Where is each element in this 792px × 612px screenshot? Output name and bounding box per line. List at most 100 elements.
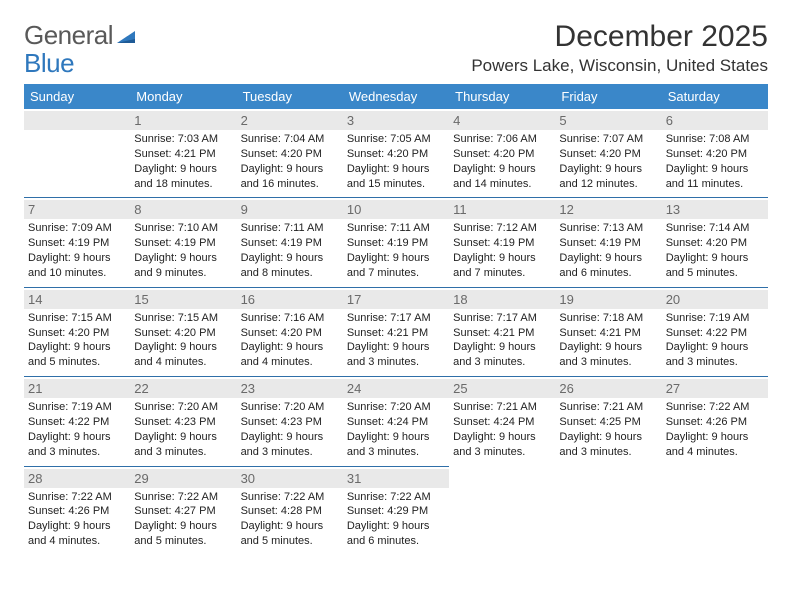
day-number: 12 (555, 200, 661, 219)
calendar-day-cell: 24Sunrise: 7:20 AMSunset: 4:24 PMDayligh… (343, 377, 449, 466)
sunset-line: Sunset: 4:21 PM (347, 326, 445, 341)
calendar-day-cell: 20Sunrise: 7:19 AMSunset: 4:22 PMDayligh… (662, 287, 768, 376)
day-number: 5 (555, 111, 661, 130)
sunrise-line: Sunrise: 7:04 AM (241, 132, 339, 147)
day-number: 3 (343, 111, 449, 130)
day-info: Sunrise: 7:16 AMSunset: 4:20 PMDaylight:… (241, 311, 339, 370)
daylight-line: Daylight: 9 hours and 6 minutes. (559, 251, 657, 281)
day-info: Sunrise: 7:21 AMSunset: 4:24 PMDaylight:… (453, 400, 551, 459)
daylight-line: Daylight: 9 hours and 4 minutes. (28, 519, 126, 549)
calendar-day-cell: 7 Sunrise: 7:09 AMSunset: 4:19 PMDaylight… (24, 198, 130, 287)
daylight-line: Daylight: 9 hours and 11 minutes. (666, 162, 764, 192)
sunrise-line: Sunrise: 7:10 AM (134, 221, 232, 236)
calendar-day-cell: 6Sunrise: 7:08 AMSunset: 4:20 PMDaylight… (662, 109, 768, 198)
calendar-day-cell: 21 Sunrise: 7:19 AMSunset: 4:22 PMDayligh… (24, 377, 130, 466)
day-info: Sunrise: 7:05 AMSunset: 4:20 PMDaylight:… (347, 132, 445, 191)
sunrise-line: Sunrise: 7:13 AM (559, 221, 657, 236)
sunrise-line: Sunrise: 7:20 AM (241, 400, 339, 415)
daylight-line: Daylight: 9 hours and 18 minutes. (134, 162, 232, 192)
logo-text-blue: Blue (24, 48, 74, 79)
day-info: Sunrise: 7:19 AMSunset: 4:22 PMDaylight:… (28, 400, 126, 459)
location-subtitle: Powers Lake, Wisconsin, United States (471, 56, 768, 76)
sunrise-line: Sunrise: 7:20 AM (347, 400, 445, 415)
weekday-header: Friday (555, 84, 661, 109)
sunrise-line: Sunrise: 7:17 AM (453, 311, 551, 326)
daylight-line: Daylight: 9 hours and 3 minutes. (453, 430, 551, 460)
calendar-day-cell: 2Sunrise: 7:04 AMSunset: 4:20 PMDaylight… (237, 109, 343, 198)
sunrise-line: Sunrise: 7:12 AM (453, 221, 551, 236)
sunrise-line: Sunrise: 7:09 AM (28, 221, 126, 236)
calendar-table: SundayMondayTuesdayWednesdayThursdayFrid… (24, 84, 768, 555)
sunset-line: Sunset: 4:19 PM (347, 236, 445, 251)
sunset-line: Sunset: 4:19 PM (559, 236, 657, 251)
daylight-line: Daylight: 9 hours and 3 minutes. (666, 340, 764, 370)
day-info: Sunrise: 7:22 AMSunset: 4:27 PMDaylight:… (134, 490, 232, 549)
month-title: December 2025 (471, 20, 768, 54)
sunrise-line: Sunrise: 7:22 AM (347, 490, 445, 505)
day-number: 17 (343, 290, 449, 309)
day-number: 26 (555, 379, 661, 398)
day-number: 23 (237, 379, 343, 398)
calendar-day-cell: 23Sunrise: 7:20 AMSunset: 4:23 PMDayligh… (237, 377, 343, 466)
day-info: Sunrise: 7:22 AMSunset: 4:29 PMDaylight:… (347, 490, 445, 549)
sunrise-line: Sunrise: 7:08 AM (666, 132, 764, 147)
daylight-line: Daylight: 9 hours and 3 minutes. (241, 430, 339, 460)
daylight-line: Daylight: 9 hours and 7 minutes. (453, 251, 551, 281)
daylight-line: Daylight: 9 hours and 3 minutes. (559, 430, 657, 460)
calendar-day-cell: 10Sunrise: 7:11 AMSunset: 4:19 PMDayligh… (343, 198, 449, 287)
weekday-header: Monday (130, 84, 236, 109)
sunset-line: Sunset: 4:21 PM (453, 326, 551, 341)
calendar-empty-cell (555, 466, 661, 555)
calendar-day-cell: 12 Sunrise: 7:13 AMSunset: 4:19 PMDayligh… (555, 198, 661, 287)
sunrise-line: Sunrise: 7:17 AM (347, 311, 445, 326)
daylight-line: Daylight: 9 hours and 3 minutes. (347, 430, 445, 460)
daylight-line: Daylight: 9 hours and 5 minutes. (666, 251, 764, 281)
calendar-day-cell: 31 Sunrise: 7:22 AMSunset: 4:29 PMDayligh… (343, 466, 449, 555)
sunset-line: Sunset: 4:23 PM (134, 415, 232, 430)
sunset-line: Sunset: 4:19 PM (453, 236, 551, 251)
day-info: Sunrise: 7:06 AMSunset: 4:20 PMDaylight:… (453, 132, 551, 191)
sunrise-line: Sunrise: 7:21 AM (559, 400, 657, 415)
day-number: 2 (237, 111, 343, 130)
sunset-line: Sunset: 4:21 PM (559, 326, 657, 341)
calendar-week-row: 28Sunrise: 7:22 AMSunset: 4:26 PMDayligh… (24, 466, 768, 555)
sunset-line: Sunset: 4:22 PM (666, 326, 764, 341)
sunset-line: Sunset: 4:19 PM (241, 236, 339, 251)
day-info: Sunrise: 7:20 AMSunset: 4:24 PMDaylight:… (347, 400, 445, 459)
day-info: Sunrise: 7:19 AMSunset: 4:22 PMDaylight:… (666, 311, 764, 370)
sunrise-line: Sunrise: 7:07 AM (559, 132, 657, 147)
sunset-line: Sunset: 4:19 PM (28, 236, 126, 251)
calendar-day-cell: 14Sunrise: 7:15 AMSunset: 4:20 PMDayligh… (24, 287, 130, 376)
sunset-line: Sunset: 4:20 PM (453, 147, 551, 162)
sunset-line: Sunset: 4:29 PM (347, 504, 445, 519)
sunrise-line: Sunrise: 7:15 AM (28, 311, 126, 326)
sunset-line: Sunset: 4:28 PM (241, 504, 339, 519)
calendar-week-row: 21 Sunrise: 7:19 AMSunset: 4:22 PMDayligh… (24, 377, 768, 466)
calendar-day-cell: 1Sunrise: 7:03 AMSunset: 4:21 PMDaylight… (130, 109, 236, 198)
sunset-line: Sunset: 4:20 PM (559, 147, 657, 162)
day-number: 21 (24, 379, 130, 398)
calendar-day-cell: 15Sunrise: 7:15 AMSunset: 4:20 PMDayligh… (130, 287, 236, 376)
day-number: 22 (130, 379, 236, 398)
day-number: 14 (24, 290, 130, 309)
daylight-line: Daylight: 9 hours and 14 minutes. (453, 162, 551, 192)
calendar-header-row: SundayMondayTuesdayWednesdayThursdayFrid… (24, 84, 768, 109)
day-info: Sunrise: 7:13 AMSunset: 4:19 PMDaylight:… (559, 221, 657, 280)
day-number: 7 (24, 200, 130, 219)
sunrise-line: Sunrise: 7:22 AM (666, 400, 764, 415)
daylight-line: Daylight: 9 hours and 10 minutes. (28, 251, 126, 281)
calendar-day-cell: 18Sunrise: 7:17 AMSunset: 4:21 PMDayligh… (449, 287, 555, 376)
weekday-header: Saturday (662, 84, 768, 109)
calendar-day-cell: 3 Sunrise: 7:05 AMSunset: 4:20 PMDaylight… (343, 109, 449, 198)
day-number: 31 (343, 469, 449, 488)
daylight-line: Daylight: 9 hours and 3 minutes. (28, 430, 126, 460)
weekday-header: Sunday (24, 84, 130, 109)
sunrise-line: Sunrise: 7:19 AM (28, 400, 126, 415)
calendar-day-cell: 4Sunrise: 7:06 AMSunset: 4:20 PMDaylight… (449, 109, 555, 198)
calendar-day-cell: 30Sunrise: 7:22 AMSunset: 4:28 PMDayligh… (237, 466, 343, 555)
calendar-empty-cell (662, 466, 768, 555)
day-number: 1 (130, 111, 236, 130)
calendar-day-cell: 22Sunrise: 7:20 AMSunset: 4:23 PMDayligh… (130, 377, 236, 466)
calendar-day-cell: 9Sunrise: 7:11 AMSunset: 4:19 PMDaylight… (237, 198, 343, 287)
sunset-line: Sunset: 4:24 PM (453, 415, 551, 430)
